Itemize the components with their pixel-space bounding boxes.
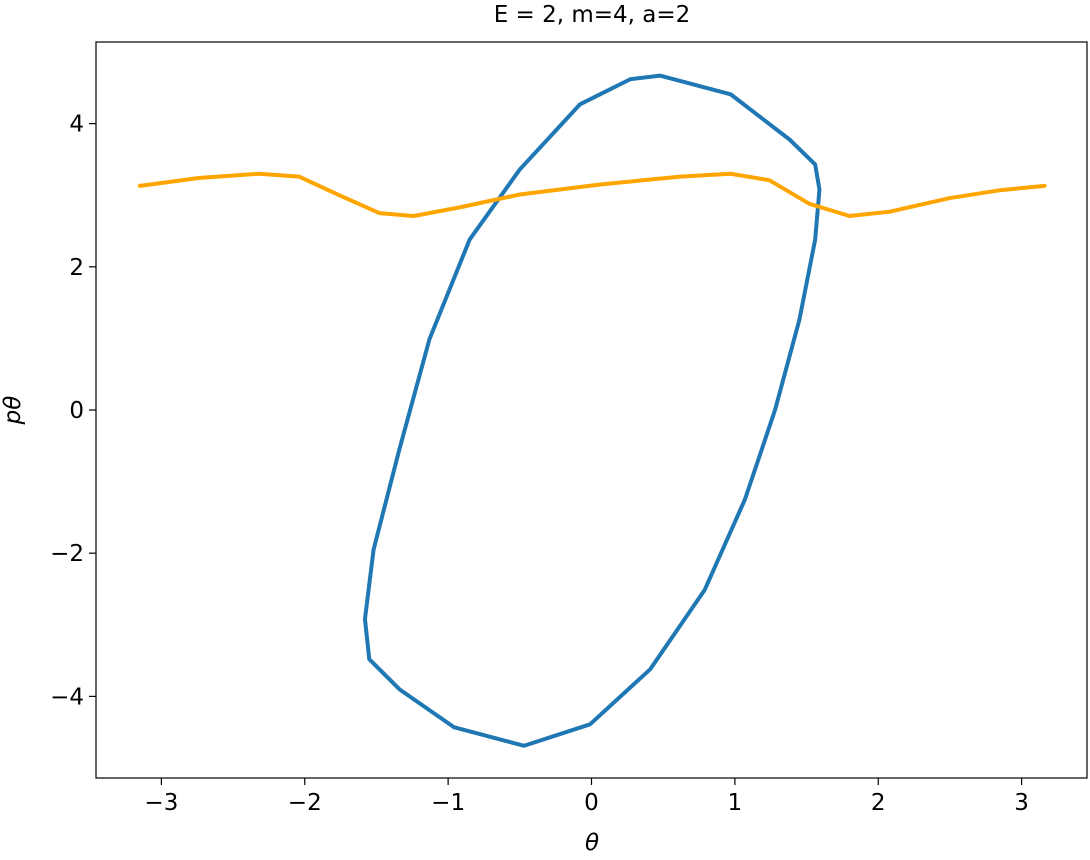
x-tick-label: −3 (144, 790, 178, 816)
x-tick-label: −1 (431, 790, 465, 816)
y-tick-label: −2 (50, 541, 84, 567)
y-tick-label: 2 (69, 255, 84, 281)
y-tick-label: −4 (50, 684, 84, 710)
data-line (137, 171, 1047, 218)
x-tick-label: 3 (1014, 790, 1029, 816)
x-axis-label: θ (585, 830, 599, 856)
x-tick-label: 0 (584, 790, 599, 816)
x-tick-label: 1 (728, 790, 743, 816)
y-axis-label: pθ (0, 396, 26, 426)
x-tick-label: −2 (288, 790, 322, 816)
data-line (362, 73, 822, 748)
x-tick-label: 2 (871, 790, 886, 816)
chart-title: E = 2, m=4, a=2 (494, 2, 691, 28)
y-tick-label: 0 (69, 398, 84, 424)
plot-frame (95, 41, 1088, 779)
y-tick-label: 4 (69, 112, 84, 138)
